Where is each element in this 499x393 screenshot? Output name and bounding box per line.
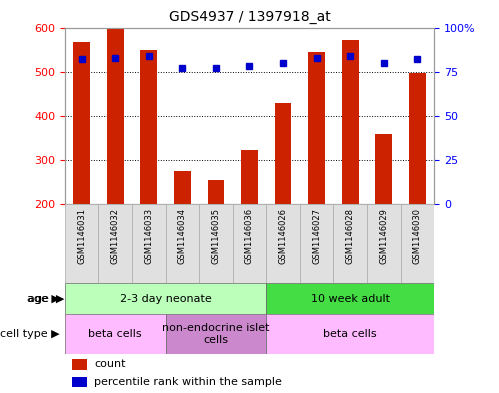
Title: GDS4937 / 1397918_at: GDS4937 / 1397918_at: [169, 10, 330, 24]
Bar: [401, 204, 434, 283]
Text: 10 week adult: 10 week adult: [311, 294, 390, 304]
Text: percentile rank within the sample: percentile rank within the sample: [94, 377, 282, 387]
Text: beta cells: beta cells: [323, 329, 377, 339]
Text: count: count: [94, 359, 126, 369]
Bar: [233, 204, 266, 283]
Bar: [208, 180, 225, 204]
Text: GSM1146036: GSM1146036: [245, 208, 254, 264]
Bar: [73, 42, 90, 204]
Text: GSM1146027: GSM1146027: [312, 208, 321, 264]
Text: GSM1146033: GSM1146033: [144, 208, 153, 264]
Text: GSM1146031: GSM1146031: [77, 208, 86, 264]
Text: 2-3 day neonate: 2-3 day neonate: [120, 294, 212, 304]
Bar: [266, 204, 300, 283]
Text: beta cells: beta cells: [88, 329, 142, 339]
Text: GSM1146035: GSM1146035: [212, 208, 221, 264]
Bar: [367, 204, 401, 283]
Bar: [174, 171, 191, 204]
Bar: [65, 204, 98, 283]
Bar: [65, 314, 166, 354]
Text: GSM1146029: GSM1146029: [379, 208, 388, 264]
Bar: [308, 52, 325, 204]
Bar: [166, 204, 199, 283]
Text: age ▶: age ▶: [27, 294, 60, 304]
Text: GSM1146032: GSM1146032: [111, 208, 120, 264]
Bar: [72, 376, 87, 387]
Bar: [409, 73, 426, 204]
Bar: [266, 283, 434, 314]
Bar: [266, 314, 434, 354]
Bar: [241, 150, 258, 204]
Text: GSM1146026: GSM1146026: [278, 208, 287, 264]
Bar: [140, 50, 157, 204]
Bar: [199, 204, 233, 283]
Bar: [342, 40, 359, 204]
Bar: [132, 204, 166, 283]
Bar: [166, 314, 266, 354]
Bar: [98, 204, 132, 283]
Text: age  ▶: age ▶: [28, 294, 65, 304]
Bar: [375, 134, 392, 204]
Bar: [300, 204, 333, 283]
Text: GSM1146030: GSM1146030: [413, 208, 422, 264]
Text: non-endocrine islet
cells: non-endocrine islet cells: [162, 323, 269, 345]
Bar: [274, 103, 291, 204]
Bar: [72, 359, 87, 369]
Text: GSM1146034: GSM1146034: [178, 208, 187, 264]
Bar: [107, 28, 124, 204]
Bar: [333, 204, 367, 283]
Text: cell type ▶: cell type ▶: [0, 329, 60, 339]
Bar: [65, 283, 266, 314]
Text: GSM1146028: GSM1146028: [346, 208, 355, 264]
